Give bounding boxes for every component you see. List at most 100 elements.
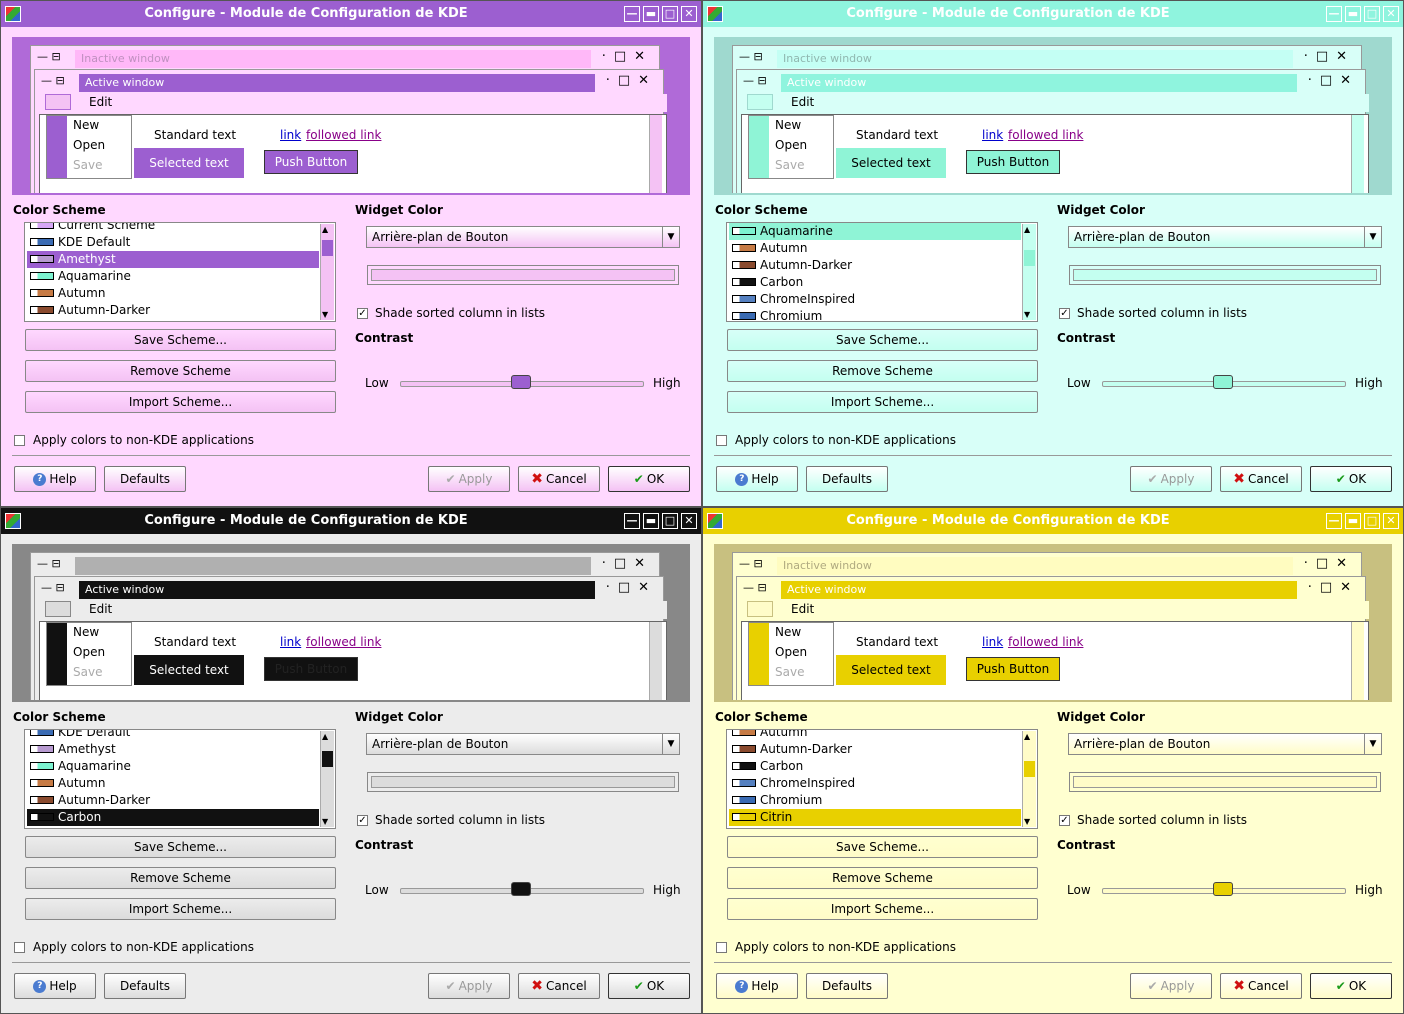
title-bar[interactable]: Configure - Module de Configuration de K… [1,1,701,27]
minimize-icon[interactable]: ▬ [643,513,659,529]
scheme-item[interactable]: Amethyst [27,251,319,268]
scrollbar-thumb[interactable] [322,751,333,767]
contrast-slider-handle[interactable] [511,882,531,896]
save-scheme-button[interactable]: Save Scheme... [25,329,336,351]
minimize-icon[interactable]: ▬ [1345,6,1361,22]
contrast-slider-handle[interactable] [511,375,531,389]
shade-sorted-checkbox[interactable]: ✓ [357,815,368,826]
kde-app-icon[interactable] [707,6,723,22]
apply-nonkde-checkbox[interactable] [716,435,727,446]
widget-color-button[interactable] [367,265,679,285]
scheme-preview[interactable]: — ⊟ Inactive window ·□✕ — ⊟ Active windo… [12,37,690,195]
scrollbar-thumb[interactable] [1024,761,1035,777]
scrollbar-thumb[interactable] [1024,250,1035,266]
title-bar[interactable]: Configure - Module de Configuration de K… [703,1,1403,27]
scheme-item[interactable]: Aquamarine [27,268,319,285]
scheme-item[interactable]: Chromium [729,792,1021,809]
scheme-item[interactable]: Carbon [729,274,1021,291]
help-button[interactable]: ? Help [14,973,96,999]
scheme-item[interactable]: Autumn-Darker [27,302,319,319]
scroll-down-icon[interactable]: ▼ [1024,817,1031,826]
cancel-button[interactable]: ✖ Cancel [1220,973,1302,999]
color-scheme-list[interactable]: Aquamarine Autumn Autumn-Darker Carbon Chrom… [726,222,1038,322]
chevron-down-icon[interactable]: ▼ [1364,734,1381,754]
help-button[interactable]: ? Help [14,466,96,492]
kde-app-icon[interactable] [5,6,21,22]
scroll-up-icon[interactable]: ▲ [1024,225,1031,234]
widget-color-select[interactable]: Arrière-plan de Bouton ▼ [366,226,680,248]
scheme-item[interactable]: KDE Default [27,730,319,741]
apply-button[interactable]: ✔ Apply [1130,466,1212,492]
minimize-icon[interactable]: ▬ [1345,513,1361,529]
ok-button[interactable]: ✔ OK [608,973,690,999]
ok-button[interactable]: ✔ OK [1310,466,1392,492]
scheme-item[interactable]: Autumn-Darker [27,792,319,809]
cancel-button[interactable]: ✖ Cancel [1220,466,1302,492]
scheme-item[interactable]: KDE Default [27,234,319,251]
scrollbar-thumb[interactable] [322,240,333,256]
apply-button[interactable]: ✔ Apply [428,466,510,492]
shade-sorted-checkbox[interactable]: ✓ [357,308,368,319]
defaults-button[interactable]: Defaults [806,466,888,492]
shade-sorted-checkbox[interactable]: ✓ [1059,815,1070,826]
scroll-up-icon[interactable]: ▲ [1024,732,1031,741]
remove-scheme-button[interactable]: Remove Scheme [727,867,1038,889]
save-scheme-button[interactable]: Save Scheme... [727,329,1038,351]
scroll-up-icon[interactable]: ▲ [322,225,329,234]
remove-scheme-button[interactable]: Remove Scheme [25,360,336,382]
import-scheme-button[interactable]: Import Scheme... [25,898,336,920]
maximize-icon[interactable]: □ [662,6,678,22]
widget-color-select[interactable]: Arrière-plan de Bouton ▼ [1068,226,1382,248]
scheme-item[interactable]: ChromeInspired [729,775,1021,792]
apply-nonkde-checkbox[interactable] [14,942,25,953]
maximize-icon[interactable]: □ [1364,6,1380,22]
scheme-list-scrollbar[interactable]: ▲ ▼ [320,224,334,320]
scheme-item[interactable]: Autumn [729,240,1021,257]
defaults-button[interactable]: Defaults [104,466,186,492]
apply-nonkde-checkbox[interactable] [14,435,25,446]
shade-icon[interactable]: — [1326,6,1342,22]
scroll-down-icon[interactable]: ▼ [322,310,329,319]
color-scheme-list[interactable]: Current Scheme KDE Default Amethyst Aquamar… [24,222,336,322]
apply-nonkde-checkbox[interactable] [716,942,727,953]
apply-button[interactable]: ✔ Apply [428,973,510,999]
widget-color-button[interactable] [367,772,679,792]
contrast-slider-handle[interactable] [1213,882,1233,896]
chevron-down-icon[interactable]: ▼ [662,734,679,754]
color-scheme-list[interactable]: Autumn Autumn-Darker Carbon ChromeInspired C… [726,729,1038,829]
close-icon[interactable]: ✕ [1383,513,1399,529]
save-scheme-button[interactable]: Save Scheme... [727,836,1038,858]
widget-color-select[interactable]: Arrière-plan de Bouton ▼ [1068,733,1382,755]
scheme-preview[interactable]: — ⊟ Inactive window ·□✕ — ⊟ Active windo… [714,544,1392,702]
remove-scheme-button[interactable]: Remove Scheme [727,360,1038,382]
help-button[interactable]: ? Help [716,973,798,999]
defaults-button[interactable]: Defaults [104,973,186,999]
title-bar[interactable]: Configure - Module de Configuration de K… [703,508,1403,534]
kde-app-icon[interactable] [707,513,723,529]
scheme-item[interactable]: Autumn [27,775,319,792]
minimize-icon[interactable]: ▬ [643,6,659,22]
shade-sorted-checkbox[interactable]: ✓ [1059,308,1070,319]
scheme-item[interactable]: Carbon [729,758,1021,775]
close-icon[interactable]: ✕ [681,6,697,22]
ok-button[interactable]: ✔ OK [1310,973,1392,999]
scheme-item[interactable]: Autumn-Darker [729,257,1021,274]
scheme-item[interactable]: Chromium [729,308,1021,321]
scheme-list-scrollbar[interactable]: ▲ ▼ [1022,731,1036,827]
scheme-preview[interactable]: — ⊟ Inactive window ·□✕ — ⊟ Active windo… [714,37,1392,195]
scheme-item[interactable]: ChromeInspired [729,291,1021,308]
scroll-up-icon[interactable]: ▲ [322,732,329,741]
close-icon[interactable]: ✕ [681,513,697,529]
title-bar[interactable]: Configure - Module de Configuration de K… [1,508,701,534]
scheme-item[interactable]: Carbon [27,809,319,826]
color-scheme-list[interactable]: KDE Default Amethyst Aquamarine Autumn Autum… [24,729,336,829]
save-scheme-button[interactable]: Save Scheme... [25,836,336,858]
import-scheme-button[interactable]: Import Scheme... [727,898,1038,920]
widget-color-button[interactable] [1069,265,1381,285]
close-icon[interactable]: ✕ [1383,6,1399,22]
contrast-slider-handle[interactable] [1213,375,1233,389]
import-scheme-button[interactable]: Import Scheme... [727,391,1038,413]
shade-icon[interactable]: — [1326,513,1342,529]
scheme-item[interactable]: Amethyst [27,741,319,758]
widget-color-button[interactable] [1069,772,1381,792]
